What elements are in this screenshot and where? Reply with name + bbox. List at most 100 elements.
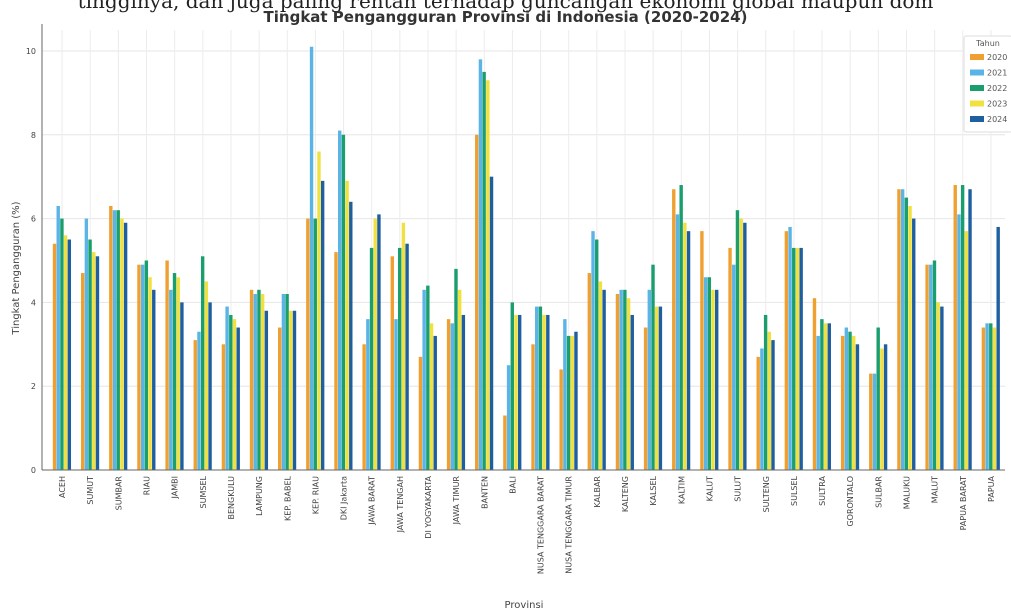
bar-2022 bbox=[651, 264, 655, 470]
bar-2022 bbox=[397, 247, 402, 470]
bar-2023 bbox=[936, 302, 940, 470]
bar-2021 bbox=[169, 289, 173, 470]
bar-2020 bbox=[700, 231, 704, 470]
bar-2021 bbox=[225, 306, 229, 470]
bar-2023 bbox=[373, 218, 377, 470]
bar-2022 bbox=[510, 302, 514, 470]
bar-2023 bbox=[992, 327, 997, 470]
bar-2024 bbox=[489, 176, 494, 471]
bar-2020 bbox=[475, 134, 479, 470]
x-tick-label: NUSA TENGGARA TIMUR bbox=[565, 476, 574, 574]
bar-2022 bbox=[313, 218, 317, 470]
bar-2020 bbox=[981, 327, 986, 470]
bar-2020 bbox=[446, 319, 451, 470]
x-tick-labels: ACEH SUMUT SUMBAR RIAU JAMBI SUMSEL BENGKULU LA… bbox=[58, 475, 996, 574]
bar-2020 bbox=[840, 335, 845, 470]
bar-2022 bbox=[679, 185, 683, 471]
bar-2020 bbox=[869, 373, 873, 470]
bar-2023 bbox=[823, 323, 828, 470]
bar-2022 bbox=[932, 260, 937, 470]
bar-2023 bbox=[880, 348, 884, 470]
legend-label-2023: 2023 bbox=[987, 100, 1007, 109]
bar-2020 bbox=[953, 185, 957, 471]
bar-2021 bbox=[84, 218, 89, 470]
bar-2021 bbox=[732, 264, 736, 470]
bar-2023 bbox=[655, 306, 659, 470]
bar-2022 bbox=[848, 331, 852, 470]
bar-2023 bbox=[486, 80, 490, 470]
x-tick-label: SULUT bbox=[734, 476, 743, 502]
bar-2020 bbox=[812, 298, 817, 470]
bar-2022 bbox=[989, 323, 993, 470]
bar-2021 bbox=[394, 319, 398, 470]
bar-2021 bbox=[563, 319, 567, 470]
bar-2024 bbox=[912, 218, 916, 470]
bar-2020 bbox=[334, 252, 338, 470]
bar-2020 bbox=[80, 273, 85, 470]
bar-2022 bbox=[566, 335, 571, 470]
x-tick-label: RIAU bbox=[143, 476, 152, 495]
legend: Tahun 2020 2021 2022 2023 2024 bbox=[963, 35, 1011, 133]
bar-series bbox=[52, 46, 1000, 471]
x-tick-label: KALTIM bbox=[677, 476, 686, 504]
legend-swatch-2021 bbox=[970, 69, 984, 76]
bar-2024 bbox=[95, 256, 100, 470]
bar-2021 bbox=[337, 130, 342, 470]
bar-2021 bbox=[957, 214, 961, 470]
x-tick-label: KALTENG bbox=[621, 476, 630, 512]
bar-2021 bbox=[535, 306, 539, 470]
bar-2020 bbox=[531, 344, 535, 470]
y-tick-label: 8 bbox=[31, 131, 36, 140]
bar-2021 bbox=[140, 264, 145, 470]
bar-2024 bbox=[320, 180, 325, 471]
legend-swatch-2024 bbox=[970, 116, 984, 122]
bar-2021 bbox=[985, 323, 989, 470]
bar-2022 bbox=[369, 247, 374, 470]
bar-2022 bbox=[341, 134, 346, 470]
legend-title: Tahun bbox=[975, 39, 1000, 48]
bar-2020 bbox=[390, 256, 394, 470]
bar-2020 bbox=[672, 189, 676, 471]
x-tick-label: NUSA TENGGARA BARAT bbox=[537, 476, 546, 574]
bar-2023 bbox=[598, 281, 603, 470]
bar-2023 bbox=[570, 335, 574, 470]
bar-2023 bbox=[345, 180, 349, 471]
bar-2020 bbox=[221, 344, 226, 470]
bar-2023 bbox=[148, 277, 152, 470]
bar-2020 bbox=[756, 356, 760, 470]
y-tick-label: 0 bbox=[31, 466, 36, 475]
x-tick-label: JAWA TENGAH bbox=[396, 476, 405, 533]
bar-2020 bbox=[728, 247, 732, 470]
x-tick-label: BENGKULU bbox=[227, 476, 236, 520]
bar-2020 bbox=[137, 264, 141, 470]
bar-2024 bbox=[152, 289, 156, 470]
bar-2022 bbox=[820, 319, 824, 470]
bar-2023 bbox=[317, 151, 321, 470]
bar-2022 bbox=[285, 294, 289, 470]
bar-2023 bbox=[457, 289, 462, 470]
legend-swatch-2022 bbox=[970, 85, 984, 91]
x-tick-label: KALUT bbox=[706, 476, 715, 501]
bar-2024 bbox=[180, 302, 184, 470]
bar-2022 bbox=[454, 268, 458, 470]
bar-2022 bbox=[538, 306, 543, 470]
bar-2021 bbox=[366, 319, 370, 470]
bar-2021 bbox=[112, 210, 117, 470]
legend-label-2024: 2024 bbox=[987, 115, 1007, 124]
bar-2023 bbox=[767, 331, 771, 470]
bar-2023 bbox=[711, 289, 715, 470]
bar-2021 bbox=[309, 46, 314, 470]
bar-2023 bbox=[739, 218, 743, 470]
bar-2021 bbox=[281, 294, 286, 470]
bar-2021 bbox=[647, 289, 652, 470]
bar-2020 bbox=[897, 189, 901, 471]
x-tick-label: SUMSEL bbox=[199, 475, 208, 508]
legend-swatch-2020 bbox=[970, 54, 984, 60]
bar-2021 bbox=[506, 365, 511, 470]
bar-2024 bbox=[715, 289, 719, 470]
bar-2020 bbox=[165, 260, 169, 470]
cropped-caption-text: tingginya, dan juga paling rentan terhad… bbox=[77, 0, 934, 13]
bar-2023 bbox=[542, 314, 546, 470]
bar-2020 bbox=[418, 356, 423, 470]
bar-2023 bbox=[232, 319, 237, 470]
